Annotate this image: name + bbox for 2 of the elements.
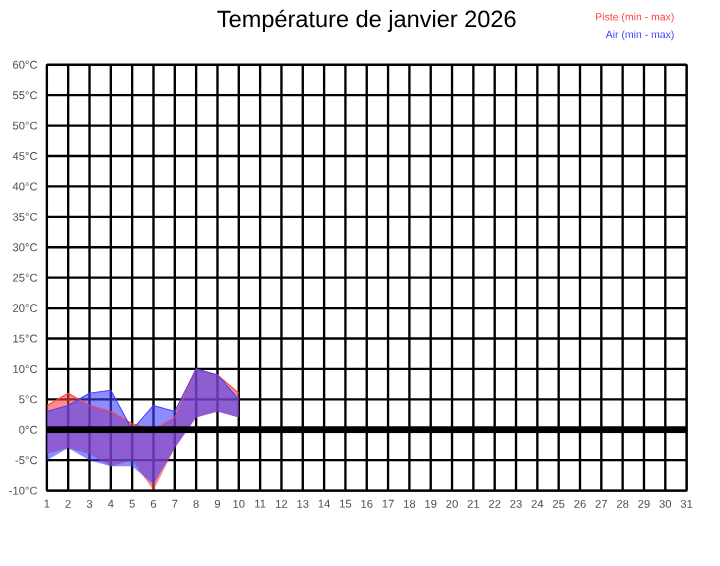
line-series xyxy=(46,368,240,431)
chart-title: Température de janvier 2026 xyxy=(217,10,516,33)
